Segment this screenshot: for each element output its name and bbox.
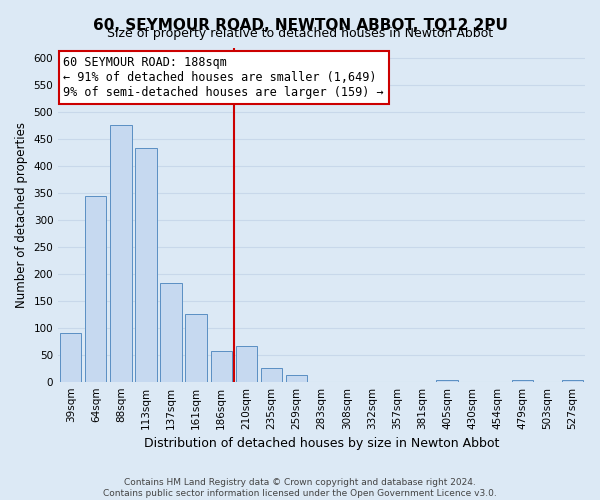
Bar [160, 282, 182, 382]
X-axis label: Distribution of detached houses by size in Newton Abbot: Distribution of detached houses by size … [144, 437, 499, 450]
Bar [236, 346, 257, 382]
Bar [185, 314, 207, 382]
Bar [562, 380, 583, 382]
Bar [286, 375, 307, 382]
Text: Contains HM Land Registry data © Crown copyright and database right 2024.
Contai: Contains HM Land Registry data © Crown c… [103, 478, 497, 498]
Bar [261, 368, 282, 382]
Text: 60 SEYMOUR ROAD: 188sqm
← 91% of detached houses are smaller (1,649)
9% of semi-: 60 SEYMOUR ROAD: 188sqm ← 91% of detache… [64, 56, 384, 99]
Bar [436, 380, 458, 382]
Text: 60, SEYMOUR ROAD, NEWTON ABBOT, TQ12 2PU: 60, SEYMOUR ROAD, NEWTON ABBOT, TQ12 2PU [92, 18, 508, 32]
Bar [136, 148, 157, 382]
Bar [110, 124, 131, 382]
Text: Size of property relative to detached houses in Newton Abbot: Size of property relative to detached ho… [107, 28, 493, 40]
Bar [60, 333, 82, 382]
Bar [211, 351, 232, 382]
Y-axis label: Number of detached properties: Number of detached properties [15, 122, 28, 308]
Bar [512, 380, 533, 382]
Bar [85, 196, 106, 382]
